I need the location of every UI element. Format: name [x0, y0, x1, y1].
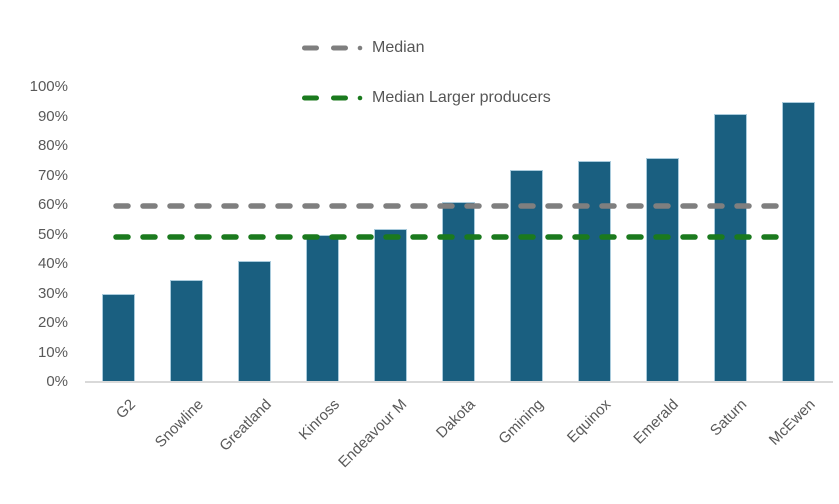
- y-tick-label-80: 80%: [37, 137, 68, 154]
- x-tick-label-snowline: Snowline: [151, 396, 207, 452]
- bar-gmining: [509, 169, 543, 382]
- x-tick-label-g2: G2: [112, 396, 139, 423]
- y-tick-label-90: 90%: [37, 107, 68, 125]
- x-axis-line: [85, 381, 833, 383]
- bar-equinox: [577, 160, 611, 382]
- legend-item-median-larger-producers: Median Larger producers: [302, 88, 551, 108]
- y-tick-label-20: 20%: [37, 314, 68, 331]
- x-tick-label-greatland: Greatland: [216, 396, 275, 455]
- x-tick-label-dakota: Dakota: [432, 396, 479, 442]
- bar-saturn: [713, 113, 747, 382]
- x-axis-labels: G2 Snowline Greatland Kinross Endeavour M Dak…: [85, 382, 832, 502]
- bar-endeavour-m: [374, 228, 408, 382]
- bar-mcewen: [781, 101, 815, 382]
- y-tick-label-100: 100%: [29, 78, 68, 95]
- legend-dash-swatch-icon: [302, 39, 364, 57]
- plot-area: [85, 87, 832, 382]
- bar-kinross: [306, 234, 340, 382]
- y-tick-label-40: 40%: [37, 255, 68, 272]
- x-tick-label-emerald: Emerald: [630, 396, 683, 448]
- y-tick-label-50: 50%: [37, 225, 68, 243]
- x-tick-label-saturn: Saturn: [706, 396, 751, 440]
- bar-g2: [102, 293, 136, 382]
- legend-dash-swatch-icon: [302, 89, 364, 107]
- y-tick-label-0: 0%: [46, 373, 68, 390]
- x-tick-label-mcewen: McEwen: [765, 396, 819, 449]
- legend-label: Median: [372, 39, 425, 56]
- y-tick-label-10: 10%: [37, 343, 68, 361]
- y-tick-label-70: 70%: [37, 166, 68, 184]
- dashed-line-icon: [113, 233, 794, 240]
- x-tick-label-gmining: Gmining: [494, 396, 547, 448]
- bar-snowline: [170, 280, 204, 382]
- reference-line-median: [85, 197, 832, 209]
- y-tick-label-60: 60%: [37, 196, 68, 213]
- y-tick-label-30: 30%: [37, 284, 68, 302]
- x-tick-label-equinox: Equinox: [563, 396, 615, 447]
- bar-dakota: [442, 202, 475, 382]
- y-axis: 0% 10% 20% 30% 40% 50% 60% 70% 80% 90% 100%: [0, 0, 68, 504]
- bar-emerald: [645, 157, 679, 382]
- dashed-line-icon: [113, 202, 794, 209]
- x-tick-label-kinross: Kinross: [295, 396, 343, 444]
- reference-line-median-larger-producers: [85, 228, 832, 240]
- x-tick-label-endeavour-m: Endeavour M: [335, 396, 411, 472]
- legend-item-median: Median: [302, 38, 424, 58]
- bar-greatland: [238, 261, 272, 382]
- legend-label: Median Larger producers: [372, 89, 551, 106]
